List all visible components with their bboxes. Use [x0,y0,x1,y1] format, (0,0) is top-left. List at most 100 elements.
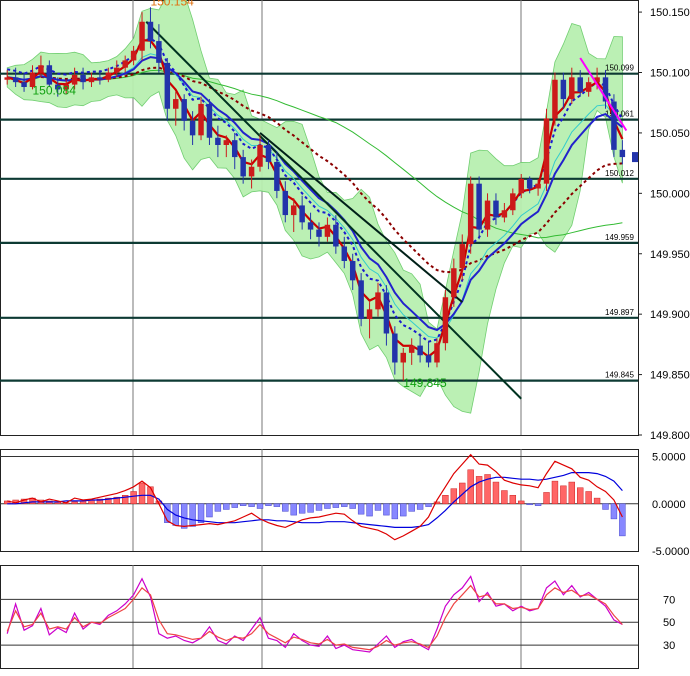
candle-body [316,229,322,237]
macd-axis-label: 5.0000 [652,452,686,464]
macd-histogram-bar [593,497,601,505]
macd-histogram-bar [560,485,567,505]
candle-body [189,120,196,136]
candle-body [257,145,263,167]
macd-histogram-bar [450,488,458,505]
macd-histogram-bar [383,503,390,516]
candle-body [122,60,128,68]
candle-body [114,67,120,73]
price-axis-label: 149.950 [650,249,690,261]
candle-body [619,149,626,158]
macd-histogram-bar [484,474,491,505]
horizontal-level-label: 149.897 [605,308,634,317]
candle-body [451,268,457,298]
candle-body [299,205,305,223]
candle-body [493,200,499,218]
macd-histogram-bar [366,503,373,517]
candle-body [231,140,238,158]
price-annotation: 150.084 [32,84,76,98]
candle-body [248,166,255,177]
candle-body [358,280,364,319]
candle-body [173,99,179,109]
candle-body [543,118,550,184]
candle-body [147,21,154,42]
macd-histogram-bar [400,503,407,517]
candle-body [46,65,53,85]
candle-body [63,84,69,90]
candle-body [105,72,112,80]
candle-body [349,261,356,281]
macd-histogram-bar [357,503,365,515]
macd-histogram-bar [610,503,618,520]
candle-body [223,140,230,145]
candle-body [88,77,95,83]
candle-body [577,77,583,92]
horizontal-level-label: 149.959 [605,233,634,242]
macd-histogram-bar [619,503,626,537]
candle-body [585,82,592,92]
candle-body [459,244,465,269]
candle-body [510,193,516,211]
candle-body [206,103,213,138]
macd-histogram-bar [138,482,146,505]
price-axis-label: 149.900 [650,309,690,321]
candle-body [4,77,10,80]
macd-histogram-bar [602,503,609,510]
macd-histogram-bar [121,495,129,505]
candle-body [164,62,171,109]
price-axis-label: 150.050 [650,128,690,140]
candle-body [518,178,524,194]
macd-histogram-bar [526,503,533,506]
macd-histogram-bar [96,498,104,505]
macd-histogram-bar [290,503,297,516]
candle-body [139,21,145,51]
macd-histogram-bar [518,500,525,505]
candle-body [366,309,373,319]
price-axis-label: 150.150 [650,7,690,19]
candle-body [375,292,381,310]
candle-body [29,72,36,87]
candle-body [526,178,533,189]
macd-histogram-bar [164,503,171,523]
candle-body [130,50,137,61]
horizontal-level-label: 150.012 [605,169,634,178]
candle-body [290,205,297,216]
macd-histogram-bar [416,503,424,510]
macd-histogram-bar [509,495,517,505]
candle-body [383,292,390,334]
candle-body [97,77,103,80]
rsi-series-line [6,584,623,651]
candle-body [215,137,221,145]
candle-body [484,200,491,230]
price-axis-label: 149.850 [650,370,690,382]
candle-body [156,41,162,63]
macd-histogram-bar [501,490,508,505]
rsi-axis-label: 30 [663,640,675,652]
candle-body [38,65,44,73]
candle-body [611,101,617,150]
candle-body [501,210,508,218]
candle-body [594,77,600,83]
macd-histogram-bar [71,501,78,505]
candle-body [552,79,558,119]
candle-body [21,82,27,87]
macd-histogram-bar [391,503,399,520]
macd-histogram-bar [459,482,466,505]
candle-body [341,246,348,261]
macd-histogram-bar [577,487,584,505]
candle-body [417,345,423,356]
price-annotation: 150.154 [150,0,194,8]
macd-signal-line [7,472,623,529]
macd-histogram-bar [214,503,222,512]
rsi-axis-label: 50 [663,617,675,629]
macd-line [7,453,623,541]
trendline [259,132,463,303]
candle-body [467,183,474,245]
candle-body [307,222,314,230]
macd-histogram-bar [180,503,188,529]
macd-histogram-bar [585,491,592,505]
horizontal-level-label: 149.845 [605,371,634,380]
candle-body [55,84,61,90]
